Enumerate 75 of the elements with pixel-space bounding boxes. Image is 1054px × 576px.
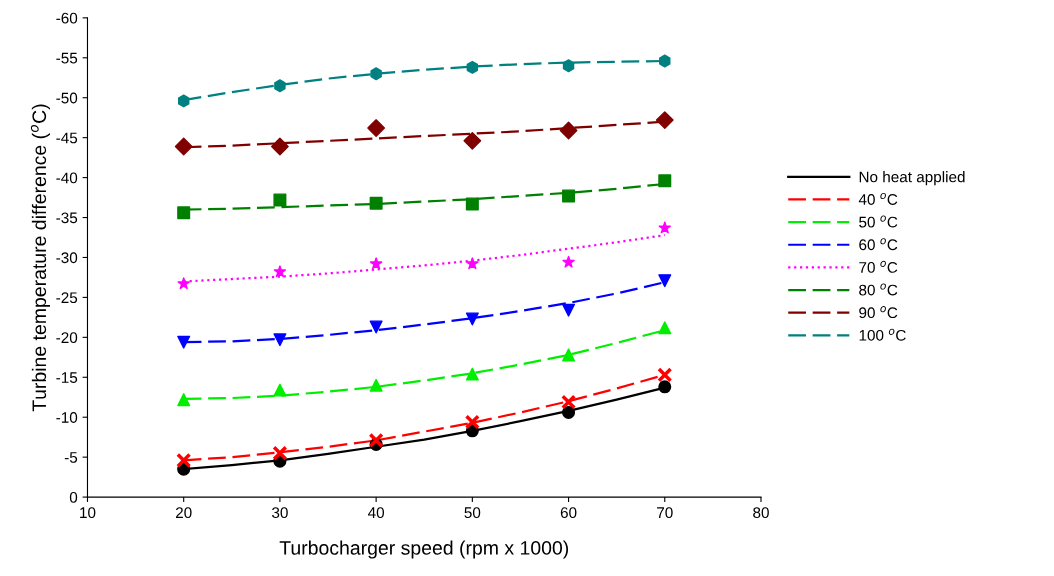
point [465,197,479,211]
point [177,335,191,349]
point [271,137,289,156]
point [562,405,576,419]
point [273,383,287,397]
point [466,257,479,270]
point [562,59,575,73]
y-tick-label: -50 [56,92,78,104]
legend-label: 70 $^{o}$C [859,260,898,273]
x-tick-label: 60 [560,507,577,519]
point [562,189,576,203]
point [655,111,674,130]
x-tick-label: 50 [464,507,481,519]
point [657,367,673,383]
point [368,432,384,448]
x-tick-label: 20 [175,507,192,519]
point [272,445,288,461]
point [370,67,382,81]
x-tick-label: 40 [367,507,385,519]
point [273,265,287,278]
x-tick-label: 80 [753,507,769,519]
y-tick-label: -30 [56,252,78,264]
point [658,221,671,234]
y-axis-title: Turbine temperature difference ($^{o}$C) [30,104,50,412]
point [465,312,479,326]
y-tick-label: 0 [69,491,78,503]
y-tick-label: -45 [56,132,78,144]
y-tick-label: -55 [56,52,78,64]
point [274,79,286,93]
legend-label: 90 $^{o}$C [859,306,898,319]
y-tick-label: -15 [56,372,78,383]
x-tick-label: 30 [272,507,288,519]
y-tick-label: -10 [56,412,78,423]
legend-label: 50 $^{o}$C [859,215,898,228]
x-tick-label: 10 [80,507,96,519]
point [562,303,576,317]
point [369,196,383,210]
point [177,94,190,108]
point [273,333,287,347]
point [658,380,672,394]
point [562,348,576,362]
point [658,174,672,188]
point [559,121,578,140]
point [464,414,480,430]
y-tick-label: -35 [56,212,78,224]
point [177,206,191,220]
point [659,54,671,68]
legend-label: 60 $^{o}$C [859,238,898,251]
point [561,394,577,410]
point [273,193,287,207]
y-tick-label: -40 [56,172,78,184]
legend-label: 80 $^{o}$C [859,283,898,296]
point [562,255,575,268]
y-tick-label: -25 [56,292,78,304]
point [465,367,479,381]
point [177,393,191,407]
x-axis-title: Turbocharger speed (rpm x 1000) [279,540,569,559]
point [369,257,383,270]
x-tick-label: 70 [657,507,673,519]
y-tick-label: -20 [56,332,78,344]
point [367,119,386,137]
legend-label: 40 $^{o}$C [858,192,898,205]
point [174,137,193,156]
point [369,378,383,392]
point [463,131,482,150]
point [466,60,479,74]
point [658,274,672,288]
y-tick-label: -5 [64,452,78,463]
point [369,320,383,334]
legend-label: No heat applied [859,171,965,186]
legend-label: 100 $^{o}$C [859,328,906,341]
point [177,277,190,290]
y-tick-label: -60 [56,12,78,24]
point [658,321,672,335]
point [176,452,192,468]
